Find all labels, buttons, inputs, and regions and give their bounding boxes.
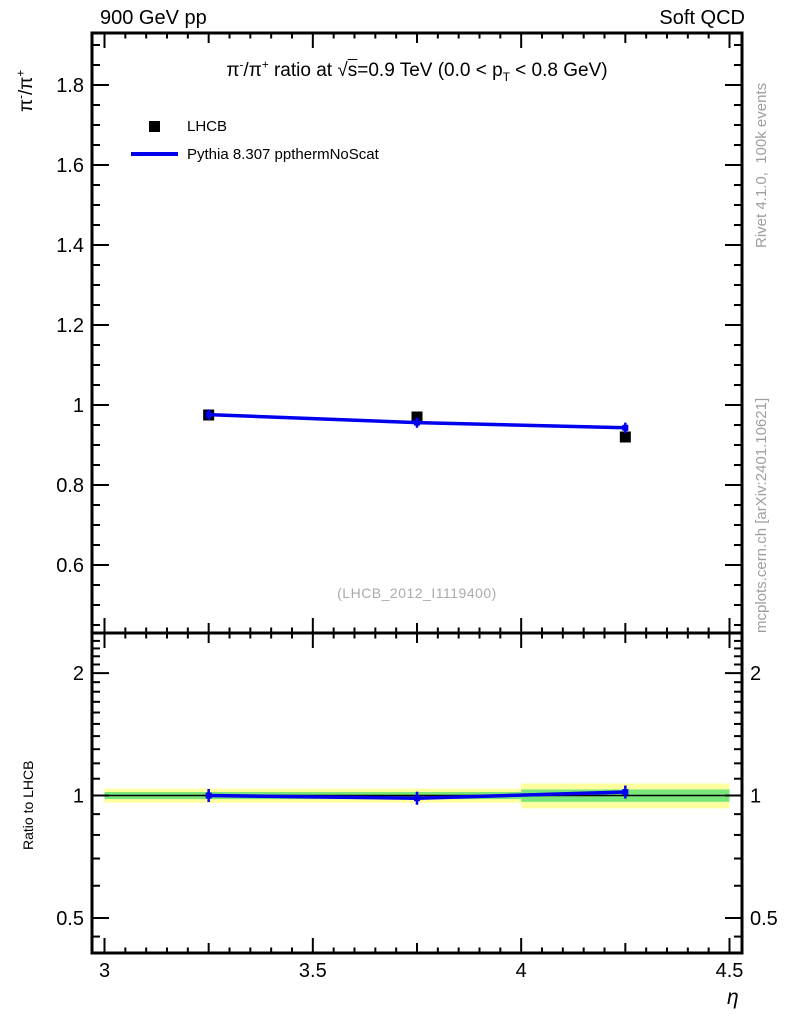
svg-text:0.5: 0.5 [56,908,84,930]
svg-text:4: 4 [516,960,527,982]
pythia-line-swatch [128,152,180,156]
mcplots-credit-note: mcplots.cern.ch [arXiv:2401.10621] [753,397,770,633]
lhcb-marker-swatch [128,120,180,132]
svg-text:1.6: 1.6 [56,155,84,177]
plot-title: π-/π+ ratio at √s=0.9 TeV (0.0 < pT < 0.… [226,58,608,84]
x-axis-label: η [727,986,739,1009]
svg-text:1.4: 1.4 [56,235,84,257]
svg-text:0.8: 0.8 [56,475,84,497]
line-swatch-icon [130,152,178,156]
analysis-id-watermark: (LHCB_2012_I1119400) [337,585,497,601]
main-y-axis-label: π-/π+ [14,69,37,112]
svg-text:3.5: 3.5 [299,960,327,982]
ratio-y-ticks [92,639,742,938]
legend: LHCB Pythia 8.307 ppthermNoScat [128,112,379,168]
svg-text:2: 2 [750,663,761,685]
svg-text:1: 1 [73,395,84,417]
main-y-ticks [92,44,742,626]
svg-text:1: 1 [750,786,761,808]
model-curve [205,409,629,433]
svg-text:1.2: 1.2 [56,315,84,337]
tick-labels: 0.6 0.8 1 1.2 1.4 1.6 1.8 0.5 0.5 1 1 2 2 3 3.5 4 4.5 [56,75,778,982]
legend-item-pythia: Pythia 8.307 ppthermNoScat [128,140,379,168]
legend-label-lhcb: LHCB [187,117,228,135]
filled-square-icon [148,120,160,132]
legend-item-lhcb: LHCB [128,112,379,140]
svg-text:3: 3 [99,960,110,982]
process-group-label: Soft QCD [659,7,745,29]
svg-text:1.8: 1.8 [56,75,84,97]
svg-text:0.5: 0.5 [750,908,778,930]
rivet-version-note: Rivet 4.1.0, 100k events [753,82,770,248]
svg-text:2: 2 [73,663,84,685]
svg-text:1: 1 [73,786,84,808]
ratio-y-axis-label: Ratio to LHCB [20,760,36,850]
svg-text:0.6: 0.6 [56,555,84,577]
svg-text:4.5: 4.5 [716,960,744,982]
legend-label-pythia: Pythia 8.307 ppthermNoScat [187,145,379,163]
beam-energy-label: 900 GeV pp [100,7,207,29]
model-ratio-curve [205,785,629,805]
x-axis-ticks [103,33,731,953]
